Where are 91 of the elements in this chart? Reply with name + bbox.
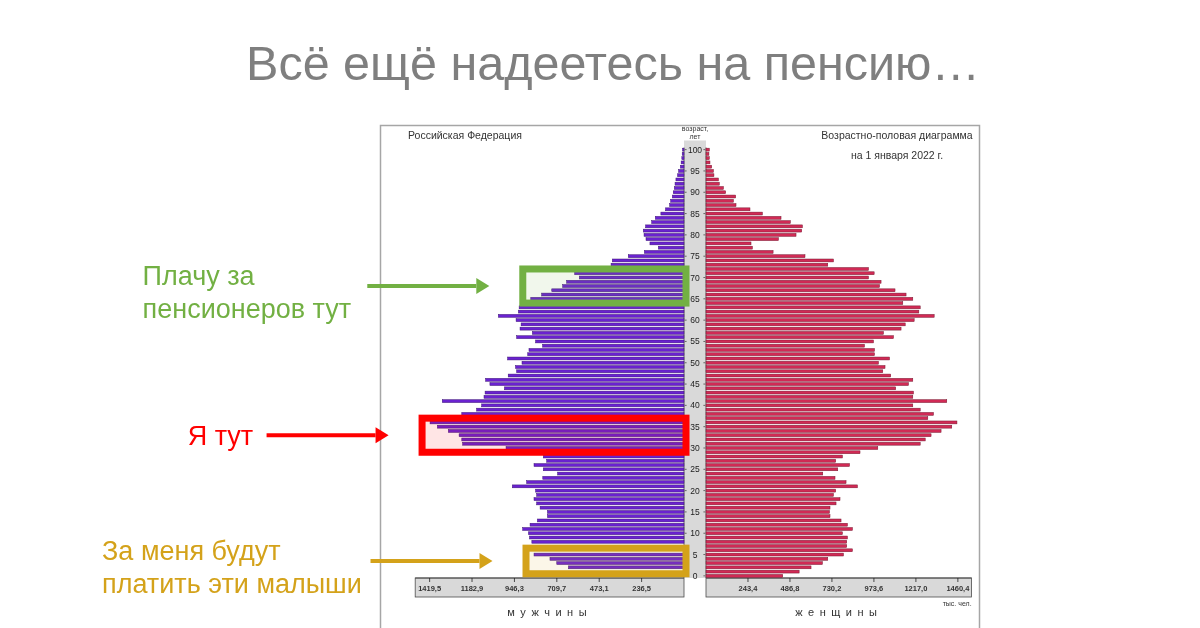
- bar: [705, 177, 719, 182]
- y-tick-label: 30: [690, 443, 700, 453]
- bar: [643, 233, 685, 237]
- band-label: Я тут: [187, 420, 254, 451]
- bar: [543, 454, 685, 459]
- bar: [645, 224, 685, 229]
- bar: [705, 412, 934, 416]
- bar: [705, 228, 802, 233]
- y-tick-label: 50: [690, 357, 700, 368]
- bar: [461, 412, 685, 416]
- bar: [533, 463, 685, 467]
- y-tick-label: 95: [690, 165, 700, 176]
- y-tick-label: 80: [690, 229, 700, 240]
- bar: [669, 203, 685, 207]
- y-tick-label: 35: [690, 421, 700, 432]
- bar: [429, 420, 685, 425]
- bar: [539, 505, 685, 510]
- x-axis-title: женщины: [795, 606, 883, 618]
- y-tick-label: 90: [690, 187, 700, 198]
- bar: [536, 493, 685, 497]
- bar: [705, 510, 830, 514]
- bar: [705, 152, 710, 156]
- bar: [705, 348, 875, 352]
- bar: [680, 160, 685, 165]
- bar: [705, 194, 736, 199]
- bar: [705, 164, 712, 169]
- bar: [705, 258, 834, 263]
- bar: [529, 535, 685, 540]
- y-tick-label: 65: [690, 293, 700, 304]
- bar: [643, 228, 685, 233]
- bar: [536, 501, 685, 506]
- bar: [498, 314, 685, 318]
- bar: [705, 527, 853, 531]
- y-tick-label: 70: [690, 272, 700, 283]
- y-tick-label: 0: [692, 570, 698, 581]
- y-tick-label: 100: [687, 144, 703, 155]
- bar: [507, 356, 685, 361]
- bar: [674, 186, 685, 190]
- bar: [672, 194, 685, 199]
- y-tick-label: 10: [690, 528, 700, 539]
- chart-title: Всё ещё надеетесь на пенсию…: [246, 36, 980, 90]
- y-tick-label: 55: [690, 336, 700, 347]
- bar: [649, 241, 685, 246]
- bar: [442, 399, 685, 403]
- chart-title: Возрастно-половая диаграмма: [821, 129, 973, 141]
- y-tick-label: 20: [690, 485, 700, 496]
- bar: [528, 348, 685, 352]
- band-label: За меня будут платить эти малыши: [102, 535, 362, 599]
- y-tick-label: 85: [690, 208, 700, 219]
- bar: [461, 437, 685, 442]
- chart-subtitle: Российская Федерация: [408, 129, 522, 141]
- bar: [705, 305, 921, 310]
- bar: [489, 382, 685, 386]
- bar: [705, 224, 803, 229]
- bar: [484, 390, 685, 395]
- bar: [518, 305, 685, 310]
- y-tick-label: 45: [690, 379, 700, 390]
- bar: [705, 147, 710, 152]
- y-tick-label: 75: [690, 251, 700, 262]
- bar: [705, 160, 711, 165]
- bar: [512, 484, 685, 489]
- bar: [680, 164, 685, 169]
- chart-subtitle: на 1 января 2022 г.: [850, 149, 944, 161]
- bar: [705, 390, 914, 395]
- bar: [705, 420, 958, 425]
- bar: [705, 186, 724, 190]
- bar: [515, 365, 685, 369]
- bar: [705, 399, 948, 403]
- x-axis-title: мужчины: [507, 606, 593, 618]
- y-tick-label: 15: [690, 506, 700, 517]
- bar: [678, 169, 685, 173]
- y-tick-label: 40: [690, 400, 700, 411]
- band-label: Плачу за пенсионеров тут: [142, 260, 352, 324]
- bar: [705, 326, 902, 331]
- y-tick-label: 5: [692, 549, 698, 560]
- bar: [705, 169, 714, 173]
- bar: [533, 552, 685, 557]
- bar: [612, 258, 685, 263]
- bar: [675, 177, 685, 182]
- y-tick-label: 60: [690, 315, 700, 326]
- bar: [522, 527, 685, 531]
- bar: [705, 463, 850, 467]
- bar: [705, 501, 837, 506]
- bar: [705, 535, 848, 540]
- bar: [705, 365, 886, 369]
- bar: [705, 356, 890, 361]
- bar: [705, 382, 909, 386]
- bar: [705, 314, 935, 318]
- bar: [519, 326, 685, 331]
- bar: [705, 484, 858, 489]
- y-tick-label: 25: [690, 464, 700, 475]
